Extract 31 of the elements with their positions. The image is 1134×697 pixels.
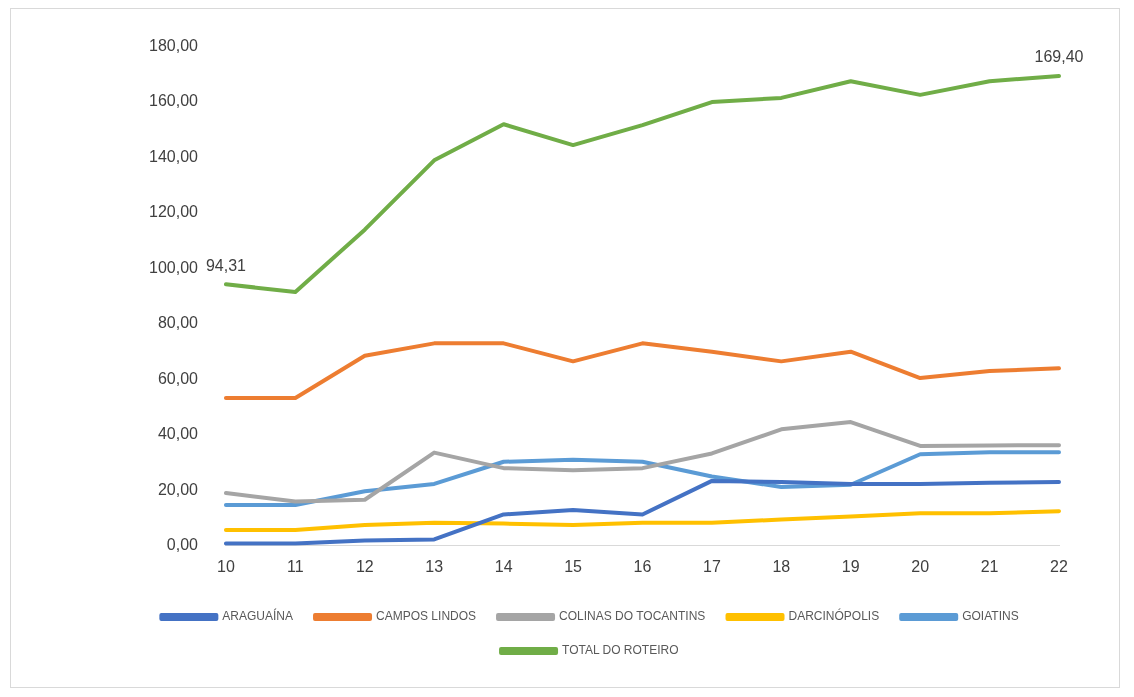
legend-label: DARCINÓPOLIS — [788, 608, 880, 624]
x-tick-label: 11 — [287, 557, 304, 575]
annotation: 169,40 — [1034, 48, 1084, 66]
x-tick-label: 15 — [564, 557, 583, 575]
y-tick-label: 100,00 — [149, 258, 199, 276]
y-tick-label: 60,00 — [157, 369, 199, 387]
x-tick-label: 13 — [425, 557, 444, 575]
x-tick-label: 20 — [911, 557, 930, 575]
x-tick-label: 16 — [633, 557, 652, 575]
y-tick-label: 20,00 — [157, 480, 199, 498]
annotation: 94,31 — [205, 256, 247, 274]
x-tick-label: 17 — [702, 557, 721, 575]
legend-label: ARAGUAÍNA — [222, 608, 294, 624]
x-tick-label: 19 — [841, 557, 860, 575]
legend-label: GOIATINS — [962, 609, 1019, 624]
y-tick-label: 0,00 — [166, 536, 199, 554]
y-tick-label: 120,00 — [149, 203, 199, 221]
y-tick-label: 160,00 — [149, 92, 199, 110]
legend-label: CAMPOS LINDOS — [376, 609, 477, 624]
y-tick-label: 80,00 — [157, 314, 199, 332]
x-tick-label: 21 — [980, 557, 999, 575]
x-tick-label: 10 — [217, 557, 235, 575]
y-tick-label: 140,00 — [149, 147, 199, 165]
x-tick-label: 22 — [1050, 557, 1068, 575]
y-tick-label: 40,00 — [157, 425, 199, 443]
legend-label: COLINAS DO TOCANTINS — [559, 609, 706, 624]
x-tick-label: 14 — [494, 557, 513, 575]
x-tick-label: 18 — [772, 557, 791, 575]
x-tick-label: 12 — [355, 557, 374, 575]
y-tick-label: 180,00 — [149, 37, 199, 55]
legend-label: TOTAL DO ROTEIRO — [562, 643, 679, 658]
